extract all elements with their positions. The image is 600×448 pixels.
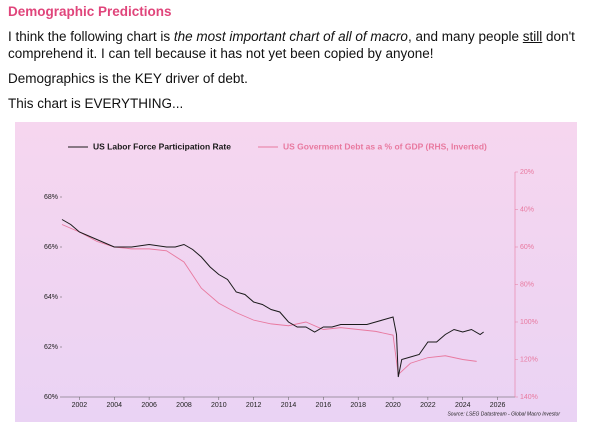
- series-line: [61, 219, 484, 378]
- x-tick-label: 2016: [316, 402, 332, 409]
- y-tick-label: 68%: [44, 194, 58, 201]
- document: Demographic Predictions I think the foll…: [8, 3, 588, 120]
- legend-label: US Goverment Debt as a % of GDP (RHS, In…: [283, 141, 487, 151]
- y2-tick-label: 140%: [520, 394, 538, 401]
- y-tick-label: 64%: [44, 294, 58, 301]
- y2-tick-label: 60%: [520, 244, 534, 251]
- x-tick-label: 2004: [106, 402, 122, 409]
- underline: still: [522, 29, 543, 44]
- chart: Source: LSEG Datastream - Global Macro I…: [15, 122, 577, 422]
- x-tick-label: 2020: [385, 402, 401, 409]
- legend-label: US Labor Force Participation Rate: [93, 141, 231, 151]
- text: I think the following chart is: [8, 29, 174, 44]
- y2-tick-label: 80%: [520, 281, 534, 288]
- x-tick-label: 2006: [141, 402, 157, 409]
- x-tick-label: 2018: [350, 402, 366, 409]
- y2-tick-label: 40%: [520, 206, 534, 213]
- x-tick-label: 2014: [281, 402, 297, 409]
- intro-paragraph: I think the following chart is the most …: [8, 28, 588, 62]
- y-tick-label: 62%: [44, 344, 58, 351]
- source: Source: LSEG Datastream - Global Macro I…: [447, 411, 560, 417]
- x-tick-label: 2022: [420, 402, 436, 409]
- y2-tick-label: 120%: [520, 356, 538, 363]
- x-tick-label: 2026: [490, 402, 506, 409]
- x-tick-label: 2024: [455, 402, 471, 409]
- x-tick-label: 2008: [176, 402, 192, 409]
- emphasis: the most important chart of all of macro: [173, 29, 408, 44]
- paragraph: This chart is EVERYTHING...: [8, 96, 184, 111]
- x-tick-label: 2002: [72, 402, 88, 409]
- y-tick-label: 60%: [44, 394, 58, 401]
- x-tick-label: 2010: [211, 402, 227, 409]
- title: Demographic Predictions: [8, 4, 172, 19]
- y2-tick-label: 20%: [520, 169, 534, 176]
- chart-background: [15, 122, 577, 422]
- text: don't comprehend it. I can tell because …: [8, 29, 575, 61]
- text: , and many people: [407, 29, 523, 44]
- x-tick-label: 2012: [246, 402, 262, 409]
- paragraph: Demographics is the KEY driver of debt.: [8, 71, 248, 86]
- y-tick-label: 66%: [44, 244, 58, 251]
- series-line: [61, 224, 477, 376]
- y2-tick-label: 100%: [520, 319, 538, 326]
